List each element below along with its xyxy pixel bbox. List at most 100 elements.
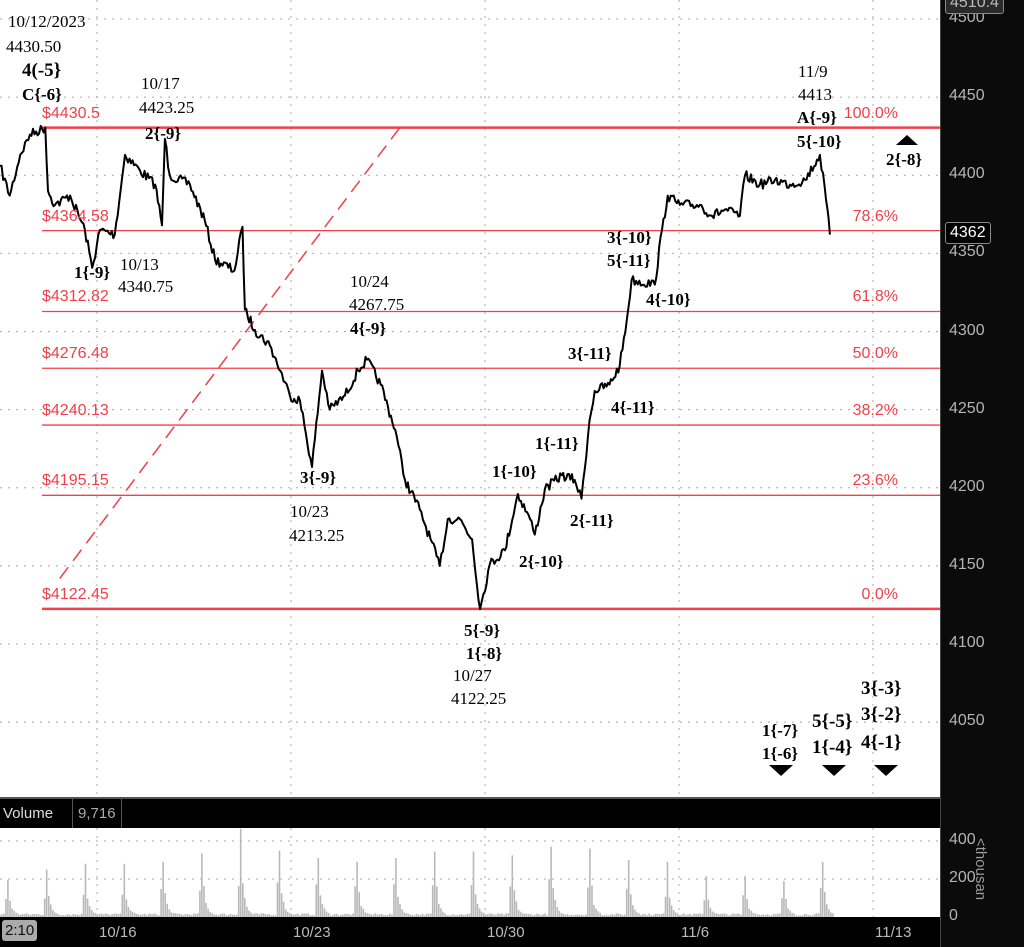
last-price-badge: 4362	[945, 222, 991, 244]
volume-bar	[754, 913, 757, 917]
volume-bar	[581, 914, 583, 917]
volume-bar	[82, 895, 85, 917]
volume-bar	[362, 908, 365, 917]
volume-chart[interactable]	[0, 828, 940, 917]
volume-bar	[246, 906, 248, 917]
volume-bar	[738, 913, 740, 917]
volume-bar	[648, 913, 650, 917]
volume-bar	[129, 910, 132, 917]
volume-bar	[11, 908, 13, 917]
fib-price-label: $4240.13	[42, 402, 109, 420]
volume-bar	[68, 914, 70, 917]
volume-bar	[289, 913, 291, 917]
price-tick-label: 4200	[949, 477, 985, 495]
volume-bar	[135, 913, 138, 917]
volume-bar	[423, 915, 426, 917]
volume-bar	[801, 915, 804, 917]
volume-bar	[384, 915, 387, 917]
volume-bar	[76, 914, 79, 917]
volume-unit-label: <thousan	[972, 838, 989, 901]
volume-bar	[186, 914, 189, 917]
volume-bar	[470, 885, 473, 917]
volume-bar	[491, 913, 493, 917]
volume-bar	[613, 915, 616, 917]
time-axis[interactable]: 2:10 10/16 10/23 10/30 11/6 11/13	[0, 917, 940, 947]
volume-bar	[824, 891, 826, 917]
volume-bar	[113, 913, 115, 917]
annotation-date: 10/27	[453, 666, 492, 685]
volume-bar	[78, 915, 81, 917]
volume-bar	[176, 913, 179, 917]
volume-tick-label: 400	[949, 831, 976, 848]
wave-label: 2{-11}	[570, 511, 614, 530]
volume-bar	[599, 912, 601, 917]
volume-bar	[131, 911, 134, 917]
down-arrow-marker-icon	[822, 765, 846, 776]
date-tick-label: 10/16	[99, 924, 137, 941]
volume-bar	[683, 913, 685, 917]
volume-bar	[662, 913, 665, 917]
volume-bar	[278, 850, 281, 917]
volume-bar	[329, 915, 332, 917]
volume-bar	[711, 911, 714, 917]
volume-bar	[9, 900, 11, 917]
wave-label: 5{-10}	[797, 132, 842, 151]
volume-bar	[1, 914, 3, 917]
date-tick-label: 11/13	[875, 924, 912, 941]
volume-bar	[66, 914, 68, 917]
volume-bar	[107, 913, 109, 917]
volume-bar	[705, 876, 708, 917]
volume-bar	[115, 913, 117, 917]
volume-bar	[713, 912, 716, 917]
price-chart[interactable]: $4430.5 100.0% $4364.58 78.6% $4312.82 61.8% $…	[0, 0, 940, 795]
volume-bar	[826, 904, 828, 917]
price-axis[interactable]: 4500 4450 4400 4350 4300 4250 4200 4150 4100 4050…	[940, 0, 1024, 947]
volume-bar	[442, 911, 444, 917]
volume-bar	[723, 913, 726, 917]
price-line	[0, 124, 831, 611]
volume-bar	[585, 914, 587, 917]
volume-bar	[233, 914, 236, 917]
volume-bar	[389, 913, 391, 917]
volume-bar	[368, 913, 371, 917]
volume-bar	[276, 882, 279, 917]
volume-bar	[658, 913, 661, 917]
volume-bar	[505, 913, 507, 917]
volume-bar	[274, 915, 277, 917]
volume-bar	[666, 861, 669, 917]
fib-price-label: $4364.58	[42, 207, 109, 225]
volume-bar	[429, 913, 432, 917]
volume-bar	[70, 915, 73, 917]
volume-bar	[258, 914, 260, 917]
volume-bar	[286, 911, 289, 917]
volume-bar	[358, 892, 360, 917]
wave-label: 4{-9}	[350, 319, 387, 338]
volume-bar	[141, 914, 144, 917]
volume-bar	[90, 909, 93, 917]
volume-bar	[154, 913, 156, 917]
volume-bar	[313, 915, 316, 917]
volume-bar	[97, 914, 99, 917]
volume-bar	[117, 914, 119, 917]
volume-bar	[207, 908, 209, 917]
volume-bar	[650, 915, 652, 917]
volume-bar	[646, 915, 648, 917]
volume-bar	[728, 915, 730, 917]
annotation-price: 4122.25	[451, 689, 507, 708]
volume-bar	[45, 869, 48, 917]
volume-bar	[162, 861, 164, 917]
volume-bar	[762, 914, 765, 917]
trend-line	[59, 127, 401, 579]
volume-bar	[715, 913, 718, 917]
volume-bar	[689, 914, 691, 917]
volume-bar	[527, 913, 530, 917]
volume-bar	[190, 915, 193, 917]
volume-bar	[623, 914, 626, 917]
volume-bar	[101, 913, 103, 917]
volume-bar	[511, 855, 514, 917]
wave-label: 1{-8}	[466, 644, 503, 663]
volume-bar	[209, 912, 211, 917]
volume-bar	[791, 912, 793, 917]
volume-bar	[756, 914, 759, 917]
volume-bar	[180, 914, 183, 917]
